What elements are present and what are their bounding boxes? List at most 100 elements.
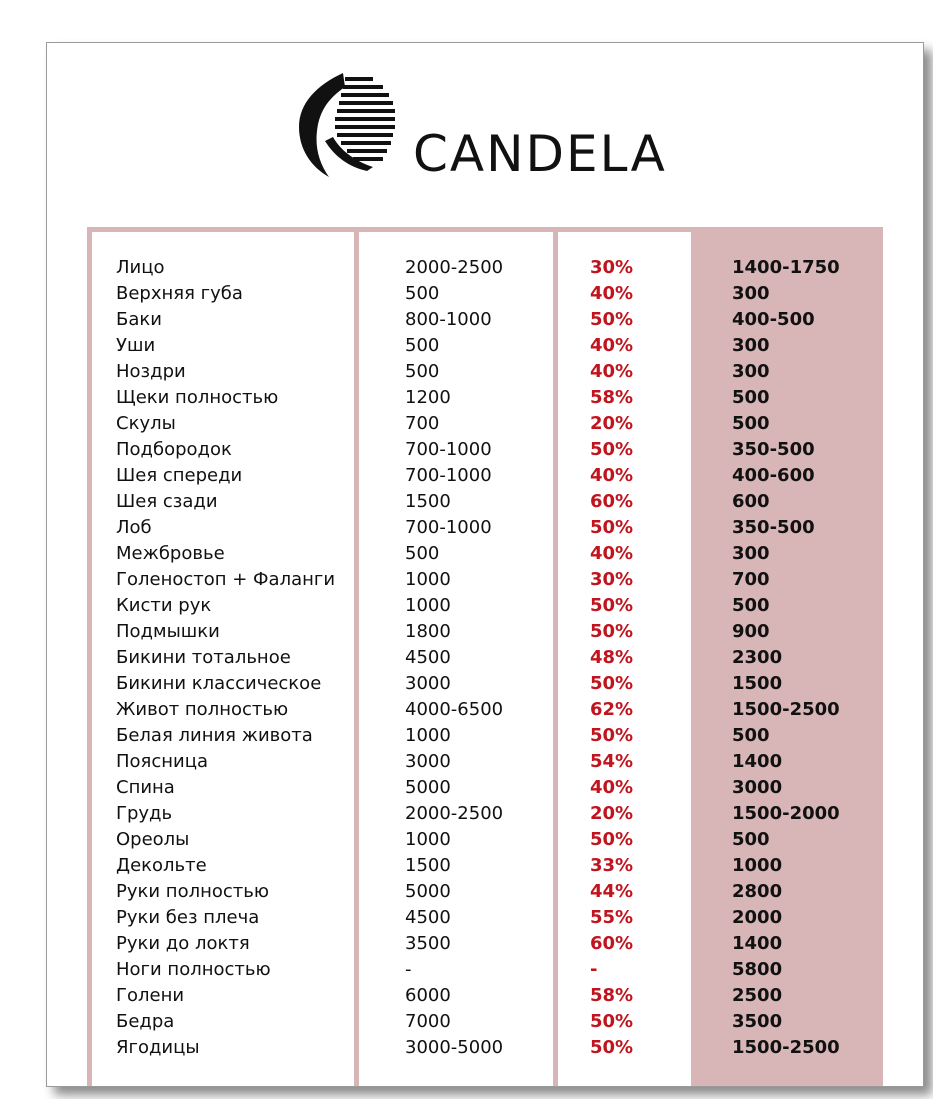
area-cell: Щеки полностью bbox=[116, 387, 279, 408]
final-price-cell: 1400 bbox=[732, 751, 783, 772]
final-price-cell: 400-600 bbox=[732, 465, 815, 486]
final-price-cell: 350-500 bbox=[732, 517, 815, 538]
final-price-cell: 2300 bbox=[732, 647, 783, 668]
price-cell: - bbox=[405, 959, 412, 980]
discount-cell: 50% bbox=[590, 309, 634, 330]
final-price-cell: 500 bbox=[732, 725, 770, 746]
final-price-cell: 1400 bbox=[732, 933, 783, 954]
discount-cell: 62% bbox=[590, 699, 634, 720]
discount-cell: 40% bbox=[590, 361, 634, 382]
discount-cell: 33% bbox=[590, 855, 634, 876]
discount-cell: 40% bbox=[590, 777, 634, 798]
price-cell: 7000 bbox=[405, 1011, 451, 1032]
area-cell: Кисти рук bbox=[116, 595, 212, 616]
discount-cell: 40% bbox=[590, 283, 634, 304]
table-row: Живот полностью 4000-6500 62% 1500-2500 bbox=[87, 697, 883, 723]
price-cell: 4500 bbox=[405, 907, 451, 928]
discount-cell: 20% bbox=[590, 803, 634, 824]
area-cell: Шея сзади bbox=[116, 491, 218, 512]
price-cell: 4500 bbox=[405, 647, 451, 668]
area-column bbox=[92, 232, 354, 1086]
brand-logo: CANDELA bbox=[295, 71, 665, 183]
final-price-cell: 500 bbox=[732, 413, 770, 434]
table-row: Лоб 700-1000 50% 350-500 bbox=[87, 515, 883, 541]
price-cell: 3000 bbox=[405, 751, 451, 772]
area-cell: Декольте bbox=[116, 855, 207, 876]
table-row: Бикини классическое 3000 50% 1500 bbox=[87, 671, 883, 697]
table-row: Руки полностью 5000 44% 2800 bbox=[87, 879, 883, 905]
table-row: Белая линия живота 1000 50% 500 bbox=[87, 723, 883, 749]
final-price-cell: 2800 bbox=[732, 881, 783, 902]
area-cell: Руки без плеча bbox=[116, 907, 260, 928]
final-price-cell: 5800 bbox=[732, 959, 783, 980]
discount-cell: 50% bbox=[590, 517, 634, 538]
final-price-cell: 3000 bbox=[732, 777, 783, 798]
discount-cell: - bbox=[590, 959, 598, 980]
discount-cell: 50% bbox=[590, 595, 634, 616]
area-cell: Ягодицы bbox=[116, 1037, 200, 1058]
price-cell: 500 bbox=[405, 335, 440, 356]
price-cell: 1000 bbox=[405, 569, 451, 590]
area-cell: Баки bbox=[116, 309, 162, 330]
discount-cell: 50% bbox=[590, 725, 634, 746]
price-table: Лицо 2000-2500 30% 1400-1750 Верхняя губа 500… bbox=[87, 227, 883, 1086]
discount-cell: 60% bbox=[590, 491, 634, 512]
final-price-cell: 1000 bbox=[732, 855, 783, 876]
discount-cell: 55% bbox=[590, 907, 634, 928]
price-cell: 6000 bbox=[405, 985, 451, 1006]
area-cell: Спина bbox=[116, 777, 175, 798]
table-row: Подмышки 1800 50% 900 bbox=[87, 619, 883, 645]
table-row: Баки 800-1000 50% 400-500 bbox=[87, 307, 883, 333]
discount-column bbox=[558, 232, 691, 1086]
table-row: Скулы 700 20% 500 bbox=[87, 411, 883, 437]
final-price-cell: 1500-2500 bbox=[732, 699, 840, 720]
price-cell: 1000 bbox=[405, 725, 451, 746]
final-price-column bbox=[691, 232, 883, 1086]
price-cell: 1200 bbox=[405, 387, 451, 408]
table-row: Ореолы 1000 50% 500 bbox=[87, 827, 883, 853]
area-cell: Бедра bbox=[116, 1011, 175, 1032]
discount-cell: 40% bbox=[590, 335, 634, 356]
area-cell: Ореолы bbox=[116, 829, 190, 850]
area-cell: Голеностоп + Фаланги bbox=[116, 569, 336, 590]
final-price-cell: 600 bbox=[732, 491, 770, 512]
table-row: Подбородок 700-1000 50% 350-500 bbox=[87, 437, 883, 463]
discount-cell: 50% bbox=[590, 621, 634, 642]
price-cell: 4000-6500 bbox=[405, 699, 504, 720]
price-cell: 1500 bbox=[405, 491, 451, 512]
discount-cell: 30% bbox=[590, 569, 634, 590]
price-cell: 500 bbox=[405, 283, 440, 304]
brand-name: CANDELA bbox=[413, 125, 667, 183]
price-sheet: CANDELA Лицо 2000-2500 30% 1400-1750 Верхняя… bbox=[46, 42, 924, 1087]
price-cell: 3000-5000 bbox=[405, 1037, 504, 1058]
price-cell: 1500 bbox=[405, 855, 451, 876]
final-price-cell: 2500 bbox=[732, 985, 783, 1006]
area-cell: Скулы bbox=[116, 413, 176, 434]
table-row: Голени 6000 58% 2500 bbox=[87, 983, 883, 1009]
area-cell: Ноздри bbox=[116, 361, 186, 382]
area-cell: Белая линия живота bbox=[116, 725, 313, 746]
table-row: Ноги полностью - - 5800 bbox=[87, 957, 883, 983]
candela-swoosh-logo-icon bbox=[299, 73, 395, 177]
area-cell: Шея спереди bbox=[116, 465, 243, 486]
area-cell: Межбровье bbox=[116, 543, 225, 564]
area-cell: Бикини классическое bbox=[116, 673, 322, 694]
table-row: Декольте 1500 33% 1000 bbox=[87, 853, 883, 879]
price-cell: 3500 bbox=[405, 933, 451, 954]
price-cell: 2000-2500 bbox=[405, 257, 504, 278]
price-cell: 5000 bbox=[405, 881, 451, 902]
final-price-cell: 3500 bbox=[732, 1011, 783, 1032]
price-cell: 1000 bbox=[405, 829, 451, 850]
discount-cell: 30% bbox=[590, 257, 634, 278]
discount-cell: 58% bbox=[590, 387, 634, 408]
discount-cell: 50% bbox=[590, 1037, 634, 1058]
final-price-cell: 300 bbox=[732, 283, 770, 304]
final-price-cell: 900 bbox=[732, 621, 770, 642]
price-cell: 5000 bbox=[405, 777, 451, 798]
table-row: Кисти рук 1000 50% 500 bbox=[87, 593, 883, 619]
area-cell: Бикини тотальное bbox=[116, 647, 291, 668]
final-price-cell: 350-500 bbox=[732, 439, 815, 460]
table-row: Межбровье 500 40% 300 bbox=[87, 541, 883, 567]
price-cell: 700 bbox=[405, 413, 440, 434]
discount-cell: 60% bbox=[590, 933, 634, 954]
